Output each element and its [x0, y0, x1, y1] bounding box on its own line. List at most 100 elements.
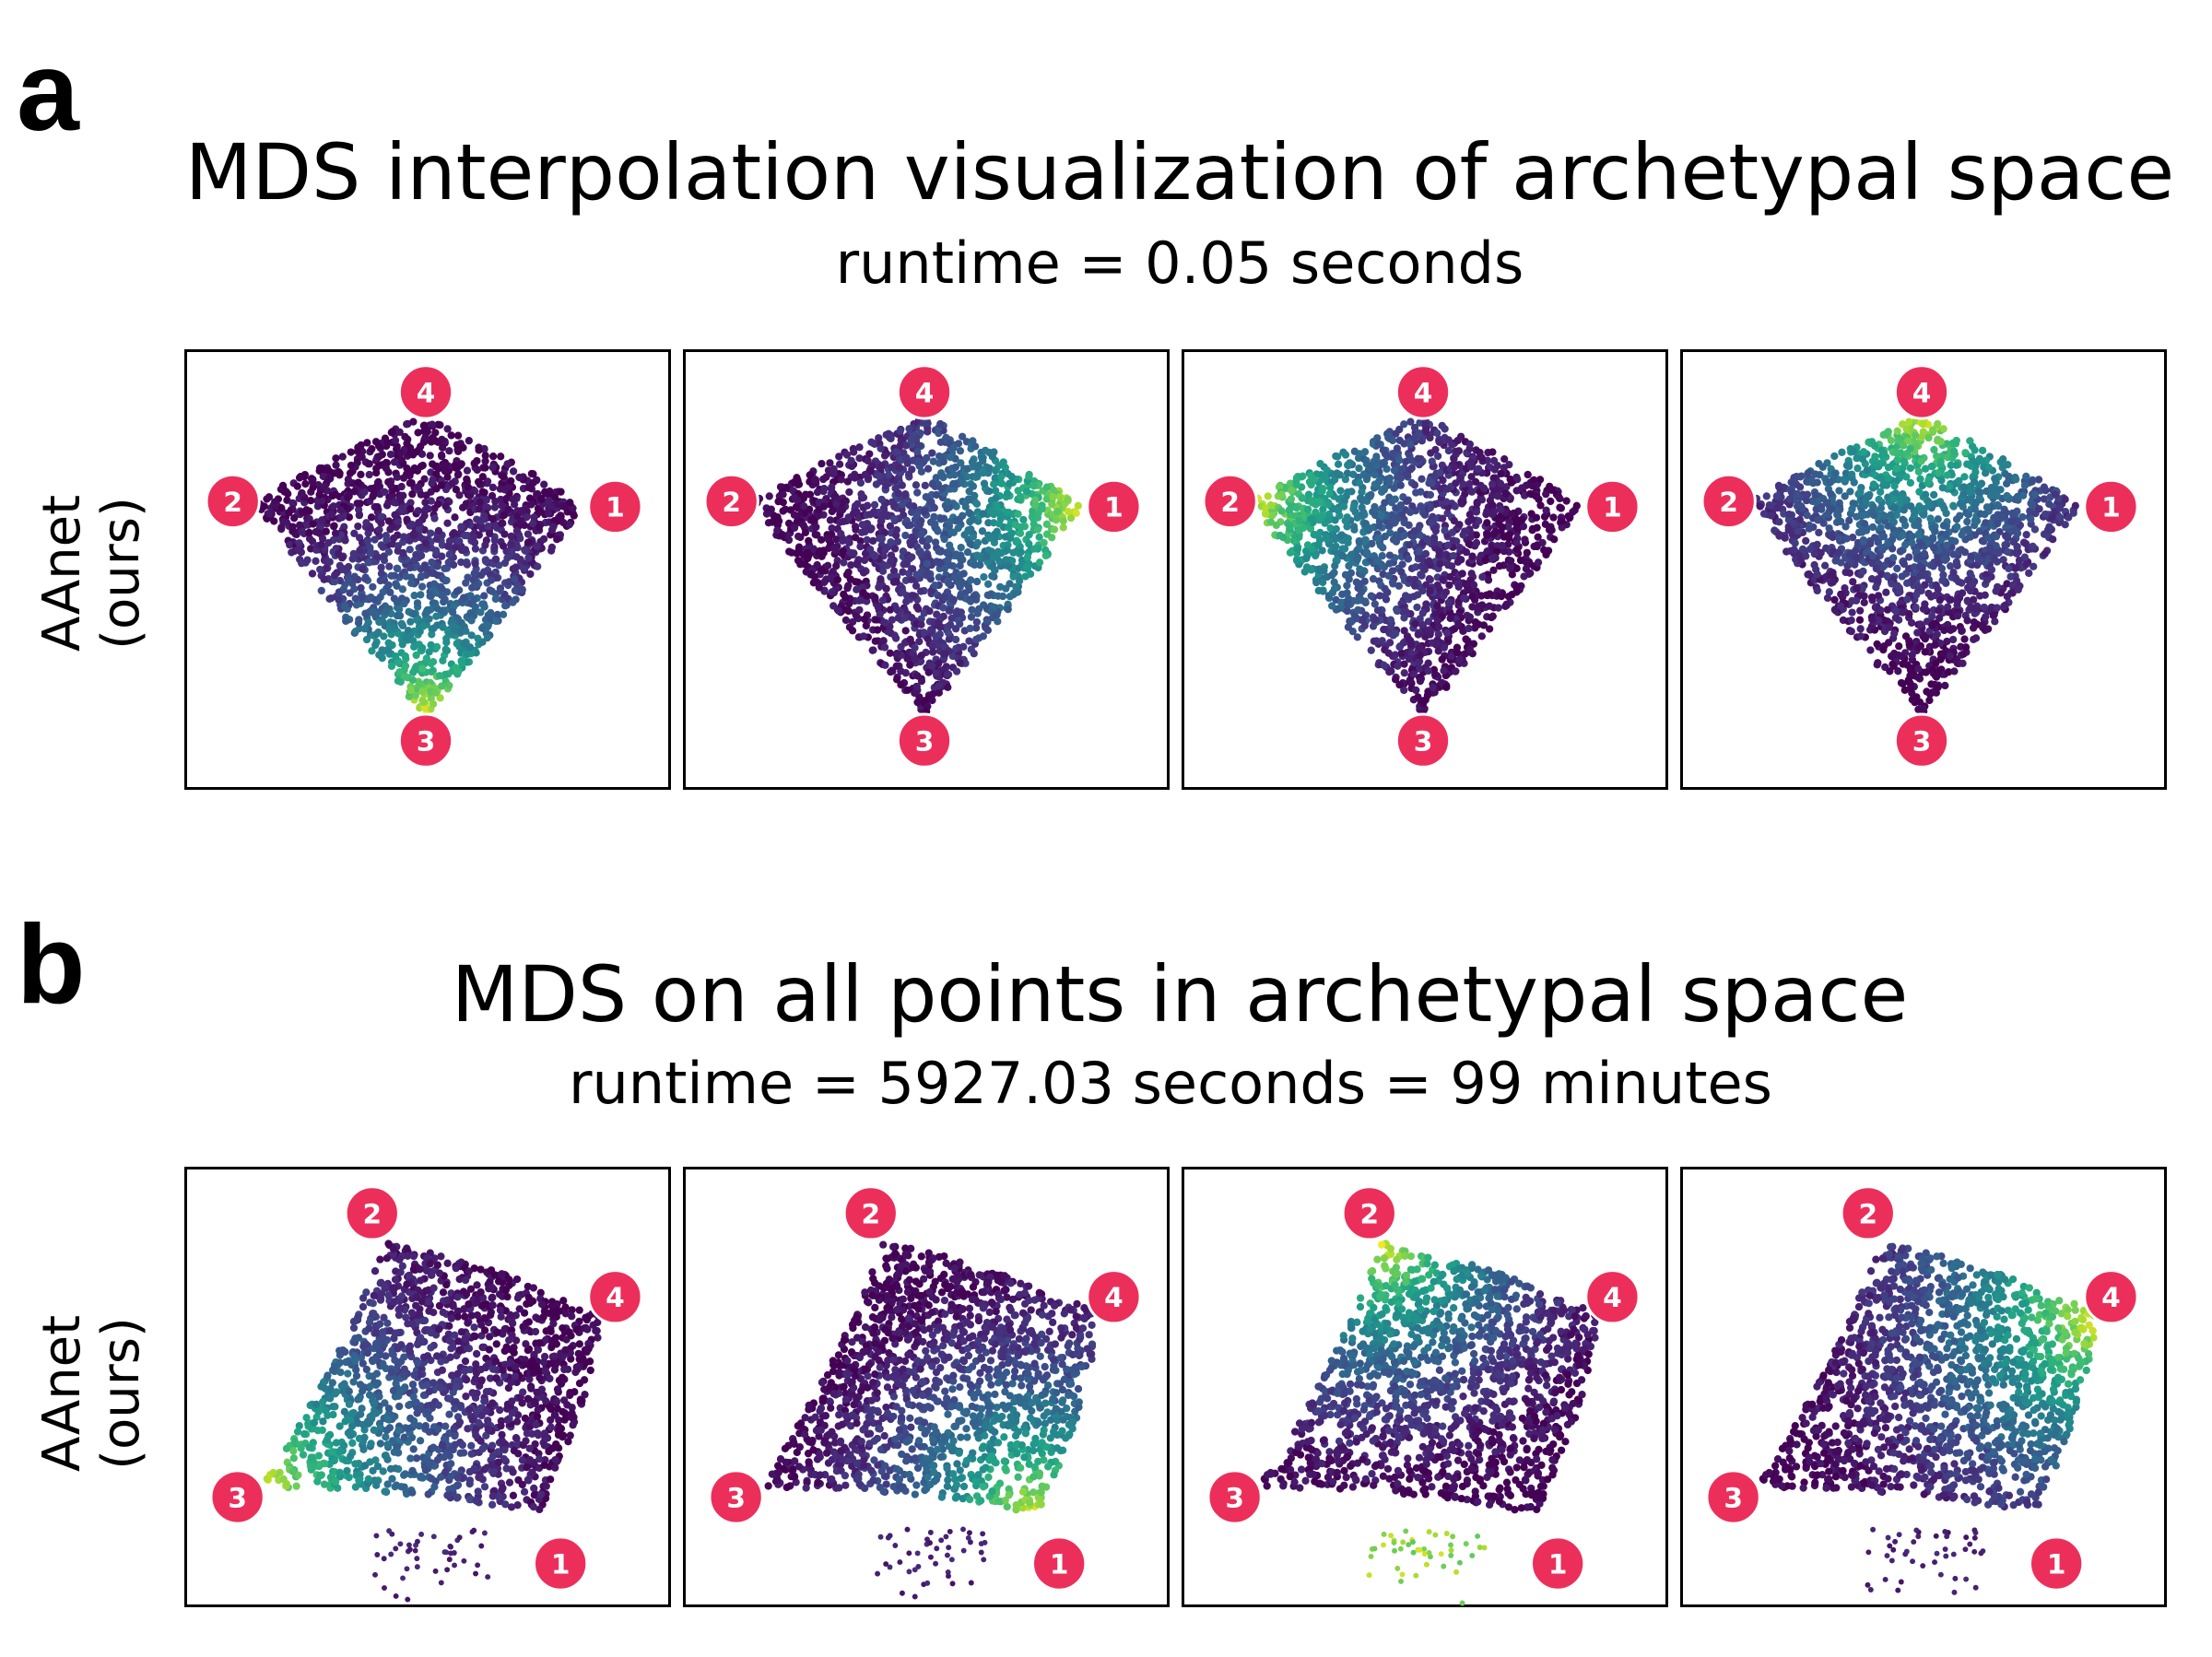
scatter-point	[912, 511, 922, 520]
scatter-point	[879, 637, 888, 645]
scatter-point	[933, 490, 941, 499]
scatter-point	[1450, 454, 1458, 463]
scatter-point	[1300, 523, 1308, 533]
scatter-point	[1446, 572, 1454, 582]
scatter-point	[928, 696, 936, 705]
scatter-point	[1406, 541, 1414, 549]
scatter-point	[1378, 552, 1386, 560]
scatter-point	[469, 533, 478, 541]
scatter-point	[865, 450, 874, 458]
scatter-point	[1435, 547, 1443, 556]
scatter-point	[394, 676, 403, 685]
scatter-point	[1371, 616, 1380, 624]
scatter-point	[1371, 470, 1379, 479]
scatter-point	[806, 471, 814, 479]
scatter-point	[1385, 529, 1394, 537]
scatter-point	[926, 626, 935, 634]
scatter-point	[456, 461, 465, 469]
scatter-point	[924, 535, 933, 544]
scatter-point	[1016, 529, 1025, 537]
scatter-point	[880, 452, 889, 460]
scatter-point	[902, 597, 911, 606]
scatter-point	[899, 588, 907, 596]
scatter-point	[1467, 473, 1476, 481]
scatter-point	[375, 617, 383, 627]
y-axis-label-a: AAnet (ours)	[32, 389, 151, 758]
scatter-point	[429, 666, 437, 675]
scatter-point	[805, 536, 813, 546]
scatter-point	[1901, 521, 1910, 530]
scatter-point	[1406, 575, 1414, 583]
scatter-point	[359, 565, 367, 573]
scatter-point	[1064, 508, 1073, 516]
scatter-point	[865, 511, 875, 519]
scatter-point	[350, 488, 359, 496]
scatter-point	[1331, 516, 1339, 524]
archetype-marker-2: 2	[1202, 473, 1258, 530]
scatter-point	[1489, 487, 1499, 495]
scatter-point	[999, 458, 1007, 466]
scatter-point	[965, 496, 973, 504]
scatter-point	[1042, 483, 1052, 491]
scatter-point	[425, 648, 433, 656]
scatter-point	[1455, 555, 1464, 564]
scatter-point	[453, 431, 463, 440]
scatter-point	[1030, 545, 1039, 553]
scatter-point	[1389, 631, 1397, 640]
scatter-point	[1414, 630, 1422, 639]
scatter-point	[1426, 586, 1434, 595]
scatter-point	[869, 646, 877, 654]
scatter-point	[991, 534, 999, 543]
scatter-point	[1453, 643, 1462, 652]
archetype-marker-3: 3	[397, 712, 454, 769]
scatter-point	[1451, 667, 1460, 676]
scatter-point	[974, 634, 983, 642]
scatter-point	[419, 698, 429, 707]
scatter-point	[392, 580, 400, 588]
scatter-point	[1386, 623, 1395, 631]
scatter-point	[325, 558, 334, 566]
scatter-point	[457, 656, 465, 665]
scatter-point	[465, 643, 475, 652]
scatter-point	[882, 430, 890, 440]
scatter-point	[827, 485, 836, 493]
scatter-point	[454, 667, 463, 676]
scatter-point	[773, 512, 782, 522]
scatter-point	[986, 607, 995, 616]
scatter-point	[1467, 488, 1477, 496]
scatter-point	[395, 668, 404, 676]
scatter-point	[534, 562, 542, 570]
scatter-point	[1012, 582, 1020, 591]
scatter-point	[1410, 527, 1418, 535]
scatter-point	[1344, 538, 1352, 546]
scatter-point	[499, 501, 507, 511]
scatter-point	[1014, 510, 1022, 518]
scatter-point	[1356, 494, 1365, 502]
scatter-point	[1053, 508, 1062, 516]
scatter-point	[309, 483, 317, 492]
scatter-point	[483, 633, 492, 642]
scatter-point	[1456, 432, 1465, 441]
scatter-point	[415, 483, 423, 491]
scatter-point	[1416, 652, 1424, 660]
scatter-point	[1478, 572, 1487, 582]
scatter-point	[899, 568, 907, 576]
scatter-point	[410, 556, 418, 564]
scatter-point	[358, 593, 366, 601]
scatter-point	[878, 567, 888, 575]
scatter-point	[488, 452, 498, 461]
scatter-point	[1292, 476, 1300, 485]
scatter-point	[1410, 593, 1418, 601]
scatter-point	[1381, 499, 1389, 507]
scatter-point	[892, 605, 901, 614]
scatter-point	[410, 531, 418, 540]
scatter-point	[539, 535, 548, 544]
scatter-point	[1337, 598, 1346, 606]
scatter-point	[416, 679, 424, 687]
scatter-point	[1441, 588, 1451, 596]
scatter-point	[956, 561, 964, 570]
scatter-point	[2040, 495, 2048, 503]
scatter-point	[305, 507, 313, 515]
scatter-point	[432, 470, 441, 478]
